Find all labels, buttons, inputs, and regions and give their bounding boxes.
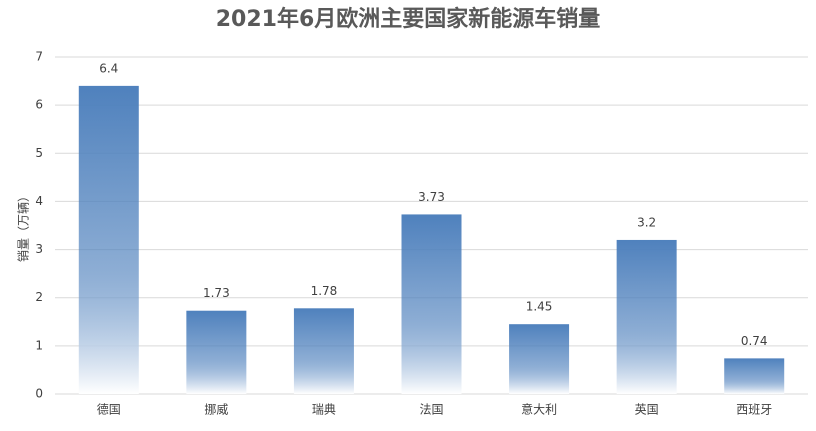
y-axis-label: 销量（万辆） bbox=[17, 190, 31, 262]
x-tick-label: 挪威 bbox=[204, 403, 228, 417]
y-tick-label: 4 bbox=[35, 194, 43, 208]
x-tick-label: 瑞典 bbox=[312, 403, 336, 417]
y-tick-label: 2 bbox=[35, 290, 43, 304]
value-label: 1.78 bbox=[311, 284, 338, 298]
x-tick-label: 法国 bbox=[419, 403, 443, 417]
bar bbox=[78, 85, 139, 394]
value-label: 6.4 bbox=[99, 61, 118, 75]
y-tick-label: 6 bbox=[35, 98, 43, 112]
bar bbox=[509, 324, 570, 394]
y-tick-label: 3 bbox=[35, 242, 43, 256]
bar bbox=[724, 358, 785, 394]
x-tick-label: 德国 bbox=[97, 402, 121, 417]
chart-title: 2021年6月欧洲主要国家新能源车销量 bbox=[216, 6, 601, 32]
value-label: 1.73 bbox=[203, 286, 230, 300]
bar bbox=[401, 214, 462, 394]
value-label: 0.74 bbox=[741, 334, 768, 348]
x-tick-label: 意大利 bbox=[521, 402, 557, 417]
x-tick-label: 英国 bbox=[635, 403, 659, 417]
y-tick-label: 5 bbox=[35, 146, 43, 160]
y-tick-label: 0 bbox=[35, 387, 43, 401]
value-label: 3.73 bbox=[418, 190, 445, 204]
value-label: 1.45 bbox=[526, 300, 553, 314]
x-tick-label: 西班牙 bbox=[736, 403, 772, 417]
bar bbox=[186, 310, 247, 394]
value-label: 3.2 bbox=[637, 215, 656, 229]
y-tick-label: 1 bbox=[35, 338, 43, 352]
bar bbox=[293, 308, 354, 394]
bar bbox=[616, 239, 677, 394]
y-tick-label: 7 bbox=[35, 50, 43, 64]
